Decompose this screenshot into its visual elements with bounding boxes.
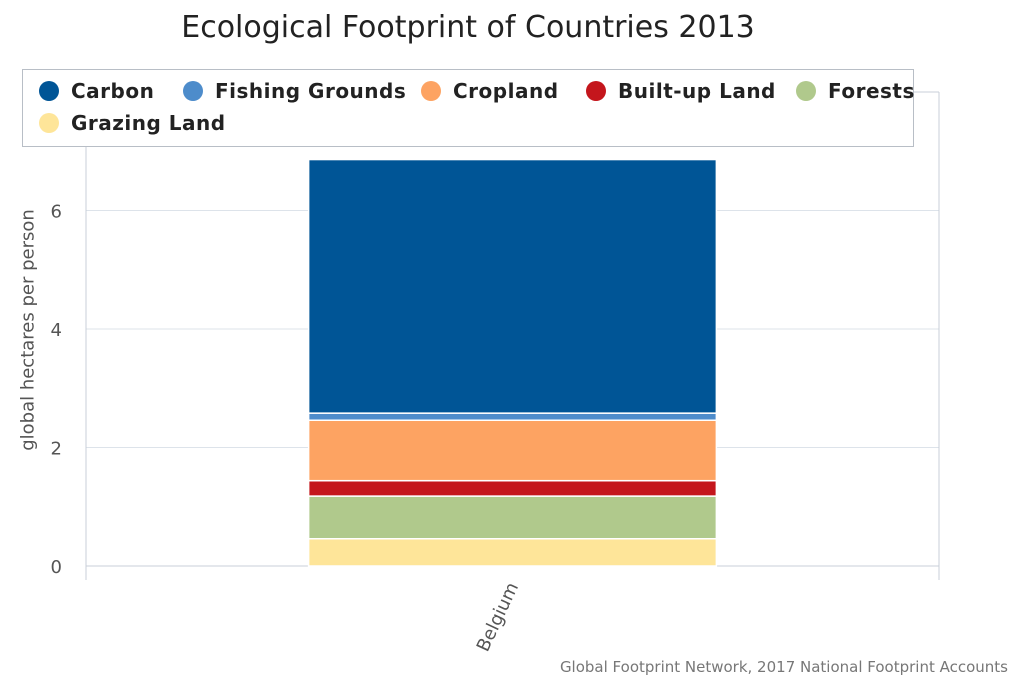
bar-segment-cropland <box>307 419 718 482</box>
chart-title: Ecological Footprint of Countries 2013 <box>181 10 755 45</box>
bar-segment-forests <box>307 495 718 540</box>
legend-item-built-up-land[interactable]: Built-up Land <box>586 79 776 103</box>
legend-marker-icon <box>586 81 606 101</box>
legend-item-forests[interactable]: Forests <box>796 79 915 103</box>
legend: Carbon Fishing Grounds Cropland Built-up La… <box>22 69 914 147</box>
y-tick-label: 2 <box>51 439 62 460</box>
legend-label: Forests <box>828 79 915 103</box>
legend-marker-icon <box>421 81 441 101</box>
bar-segment-built-up-land <box>307 479 718 497</box>
y-tick-label: 6 <box>51 202 62 223</box>
legend-item-carbon[interactable]: Carbon <box>39 79 154 103</box>
bar-segment-carbon <box>307 158 718 414</box>
legend-marker-icon <box>39 81 59 101</box>
legend-marker-icon <box>39 113 59 133</box>
x-tick-label: Belgium <box>473 579 523 655</box>
bar-segment-fishing-grounds <box>307 412 718 421</box>
bar-segment-grazing-land <box>307 537 718 567</box>
legend-label: Cropland <box>453 79 559 103</box>
legend-item-grazing-land[interactable]: Grazing Land <box>39 111 226 135</box>
legend-label: Grazing Land <box>71 111 226 135</box>
legend-marker-icon <box>183 81 203 101</box>
legend-label: Carbon <box>71 79 155 103</box>
legend-item-fishing-grounds[interactable]: Fishing Grounds <box>183 79 406 103</box>
legend-label: Fishing Grounds <box>215 79 407 103</box>
y-axis-title: global hectares per person <box>17 209 39 451</box>
credits[interactable]: Global Footprint Network, 2017 National … <box>559 658 1008 676</box>
legend-item-cropland[interactable]: Cropland <box>421 79 559 103</box>
legend-label: Built-up Land <box>618 79 776 103</box>
y-tick-label: 0 <box>51 557 62 578</box>
legend-marker-icon <box>796 81 816 101</box>
y-tick-label: 4 <box>51 320 62 341</box>
